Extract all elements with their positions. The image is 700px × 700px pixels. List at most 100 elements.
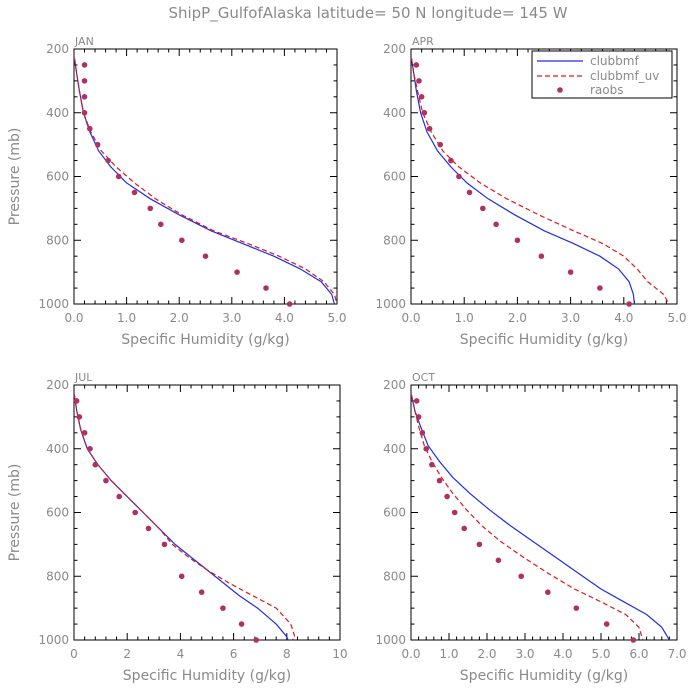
y-tick-label: 400 [383, 442, 406, 456]
raobs-point [416, 78, 422, 84]
y-tick-label: 400 [46, 106, 69, 120]
y-tick-label: 1000 [375, 633, 406, 647]
x-tick-label: 0.0 [64, 311, 83, 325]
raobs-point [413, 398, 420, 404]
x-tick-label: 4 [177, 647, 185, 661]
raobs-point [514, 237, 521, 244]
legend-label-clubbmf: clubbmf [590, 54, 639, 68]
x-tick-label: 3.0 [515, 647, 534, 661]
raobs-point [419, 430, 426, 436]
x-tick-label: 8 [283, 647, 291, 661]
x-tick-label: 0 [70, 647, 78, 661]
raobs-point [538, 253, 545, 259]
raobs-point [426, 125, 433, 132]
legend-label-raobs: raobs [590, 83, 624, 97]
raobs-point [115, 173, 122, 180]
x-tick-label: 5.0 [327, 311, 346, 325]
raobs-point [81, 430, 88, 436]
raobs-point [263, 285, 269, 291]
y-axis-label: Pressure (mb) [7, 464, 23, 562]
legend-box [531, 50, 673, 99]
panel-label: JUL [74, 371, 93, 384]
raobs-point [238, 621, 245, 627]
x-axis-label: Specific Humidity (g/kg) [460, 668, 628, 684]
raobs-point [103, 477, 109, 484]
raobs-point [198, 589, 205, 595]
x-tick-label: 4.0 [614, 311, 633, 325]
panel-label: JAN [74, 35, 94, 48]
raobs-point [429, 461, 435, 468]
y-tick-label: 200 [46, 42, 69, 56]
panel-label: OCT [412, 371, 435, 384]
y-tick-label: 800 [46, 233, 69, 247]
raobs-point [573, 605, 580, 611]
raobs-point [451, 509, 458, 516]
raobs-point [413, 62, 420, 68]
raobs-point [567, 269, 574, 275]
raobs-point [476, 541, 483, 548]
raobs-point [418, 94, 425, 100]
x-tick-label: 5.0 [591, 647, 610, 661]
plot-frame [410, 384, 678, 641]
y-tick-label: 800 [46, 569, 69, 583]
raobs-point [423, 445, 430, 452]
raobs-point [87, 445, 93, 452]
raobs-point [202, 253, 209, 259]
x-tick-label: 0.0 [401, 311, 420, 325]
x-tick-label: 2 [123, 647, 131, 661]
y-tick-label: 800 [383, 233, 406, 247]
raobs-point [116, 493, 123, 500]
y-axis-label: Pressure (mb) [7, 128, 23, 226]
raobs-point [448, 157, 454, 164]
plot-frame [73, 384, 341, 641]
raobs-point [626, 301, 632, 307]
raobs-point [415, 414, 422, 420]
y-tick-label: 600 [46, 506, 69, 520]
raobs-point [81, 78, 88, 84]
x-tick-label: 0.0 [401, 647, 420, 661]
y-tick-label: 600 [383, 170, 406, 184]
x-tick-label: 2.0 [170, 311, 189, 325]
raobs-point [81, 94, 88, 100]
x-axis-label: Specific Humidity (g/kg) [121, 332, 289, 348]
x-tick-label: 5.0 [667, 311, 686, 325]
raobs-point [220, 605, 226, 611]
raobs-point [545, 589, 551, 595]
x-tick-label: 3.0 [561, 311, 580, 325]
x-tick-label: 4.0 [553, 647, 572, 661]
raobs-point [480, 205, 486, 212]
legend: clubbmf clubbmf_uv raobs [531, 50, 673, 99]
x-axis-label: Specific Humidity (g/kg) [123, 668, 291, 684]
series-line-clubbmf-uv [410, 58, 670, 305]
raobs-point [456, 173, 462, 180]
panel-label: APR [412, 35, 434, 48]
raobs-point [105, 157, 111, 164]
raobs-point [603, 621, 610, 627]
raobs-point [495, 557, 502, 564]
legend-label-clubbmf-uv: clubbmf_uv [590, 69, 659, 83]
y-tick-label: 400 [46, 442, 69, 456]
x-tick-label: 1.0 [117, 311, 136, 325]
raobs-point [421, 109, 428, 116]
raobs-point [145, 525, 152, 532]
figure-title: ShipP_GulfofAlaska latitude= 50 N longit… [168, 4, 567, 23]
raobs-point [253, 637, 260, 643]
raobs-point [157, 221, 164, 228]
raobs-point [179, 237, 185, 244]
raobs-point [147, 205, 154, 212]
raobs-point [461, 525, 468, 532]
raobs-point [466, 189, 473, 196]
x-tick-label: 1.0 [455, 311, 474, 325]
series-line-clubbmf [73, 58, 335, 305]
raobs-point [86, 125, 93, 132]
plot-frame [73, 48, 338, 305]
x-tick-label: 7.0 [667, 647, 686, 661]
raobs-point [81, 62, 88, 68]
x-axis-label: Specific Humidity (g/kg) [460, 332, 628, 348]
raobs-point [178, 573, 185, 580]
x-tick-label: 6.0 [629, 647, 648, 661]
panel-jan: JAN Specific Humidity (g/kg) Pressure (m… [7, 35, 347, 348]
raobs-point [436, 477, 443, 484]
raobs-point [630, 637, 637, 643]
